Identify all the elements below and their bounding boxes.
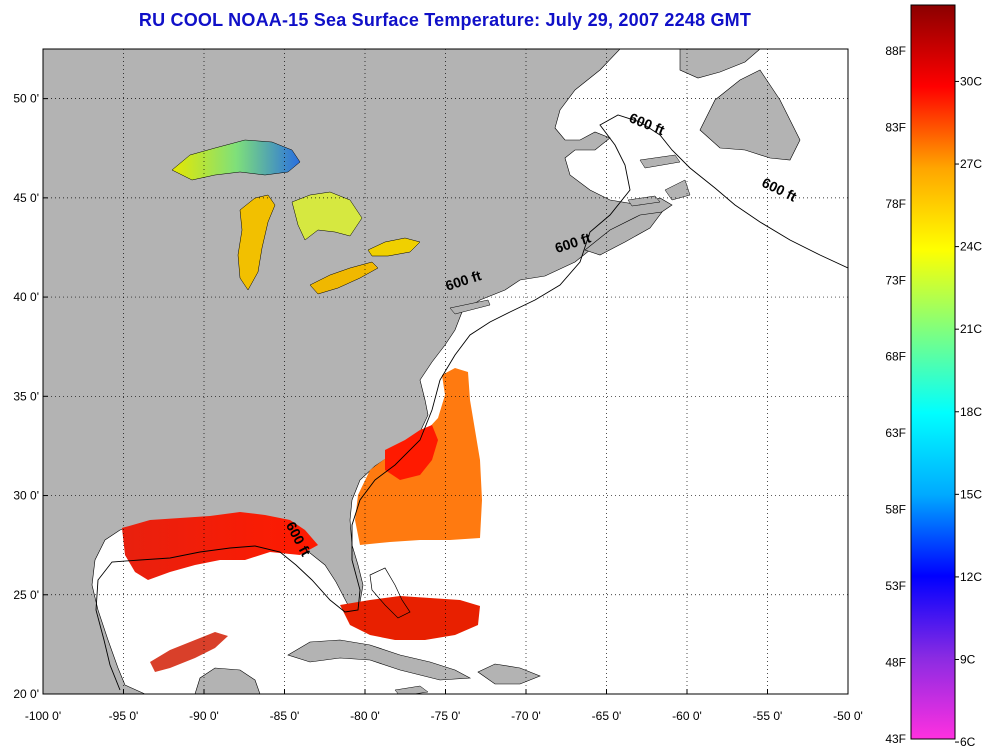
lon-tick-label: -90 0' (189, 709, 219, 723)
sst-florida-straits (340, 596, 480, 640)
lon-tick-label: -55 0' (753, 709, 783, 723)
isobath-600ft (95, 114, 848, 691)
lat-tick-label: 50 0' (13, 92, 39, 106)
colorbar-c-label: 21C (960, 322, 982, 336)
colorbar-f-label: 78F (885, 197, 906, 211)
sst-gulf-south-patch (150, 632, 228, 672)
latitude-ticks: 20 0' 25 0' 30 0' 35 0' 40 0' 45 0' 50 0' (13, 92, 48, 701)
cuba (287, 639, 472, 681)
lon-tick-label: -80 0' (350, 709, 380, 723)
colorbar-c-label: 30C (960, 74, 982, 88)
colorbar-f-label: 68F (885, 350, 906, 364)
newfoundland (699, 69, 801, 161)
lake-ontario (367, 237, 421, 257)
lon-tick-label: -70 0' (511, 709, 541, 723)
jamaica (394, 685, 429, 694)
lon-tick-label: -65 0' (592, 709, 622, 723)
anticosti-island (639, 154, 681, 169)
lake-erie (309, 261, 379, 295)
colorbar (910, 4, 956, 740)
lon-tick-label: -75 0' (431, 709, 461, 723)
colorbar-f-label: 48F (885, 656, 906, 670)
lon-tick-label: -60 0' (672, 709, 702, 723)
colorbar-celsius-labels: 6C 9C 12C 15C 18C 21C 24C 27C 30C (955, 74, 982, 749)
lake-michigan (237, 194, 276, 291)
colorbar-c-label: 27C (960, 157, 982, 171)
long-island (449, 299, 491, 315)
hispaniola (477, 663, 541, 685)
colorbar-fahrenheit-labels: 43F 48F 53F 58F 63F 68F 73F 78F 83F 88F (885, 44, 906, 746)
labrador (679, 49, 761, 79)
yucatan (194, 667, 261, 694)
bahamas-bank (369, 567, 411, 619)
prince-edward-island (627, 195, 661, 207)
lon-tick-label: -95 0' (109, 709, 139, 723)
colorbar-c-label: 6C (960, 735, 976, 749)
colorbar-f-label: 63F (885, 426, 906, 440)
colorbar-c-label: 18C (960, 405, 982, 419)
colorbar-f-label: 88F (885, 44, 906, 58)
longitude-ticks: -100 0' -95 0' -90 0' -85 0' -80 0' -75 0' -70… (25, 689, 863, 723)
colorbar-f-label: 43F (885, 732, 906, 746)
lat-tick-label: 40 0' (13, 290, 39, 304)
lat-tick-label: 20 0' (13, 687, 39, 701)
colorbar-f-label: 83F (885, 120, 906, 134)
colorbar-f-label: 53F (885, 579, 906, 593)
sst-gulf-north-patch (122, 512, 318, 580)
lake-huron (291, 191, 363, 241)
colorbar-c-label: 12C (960, 570, 982, 584)
lon-tick-label: -85 0' (270, 709, 300, 723)
nova-scotia (584, 211, 663, 256)
colorbar-f-label: 73F (885, 273, 906, 287)
sst-hatteras-red (385, 425, 438, 480)
cape-breton (664, 179, 691, 201)
lon-tick-label: -50 0' (833, 709, 863, 723)
map-title: RU COOL NOAA-15 Sea Surface Temperature:… (138, 10, 752, 30)
colorbar-c-label: 9C (960, 652, 976, 666)
lat-tick-label: 25 0' (13, 588, 39, 602)
lat-tick-label: 45 0' (13, 191, 39, 205)
colorbar-c-label: 24C (960, 240, 982, 254)
colorbar-c-label: 15C (960, 487, 982, 501)
colorbar-f-label: 58F (885, 503, 906, 517)
lon-tick-label: -100 0' (25, 709, 61, 723)
lat-tick-label: 35 0' (13, 389, 39, 403)
lat-tick-label: 30 0' (13, 489, 39, 503)
